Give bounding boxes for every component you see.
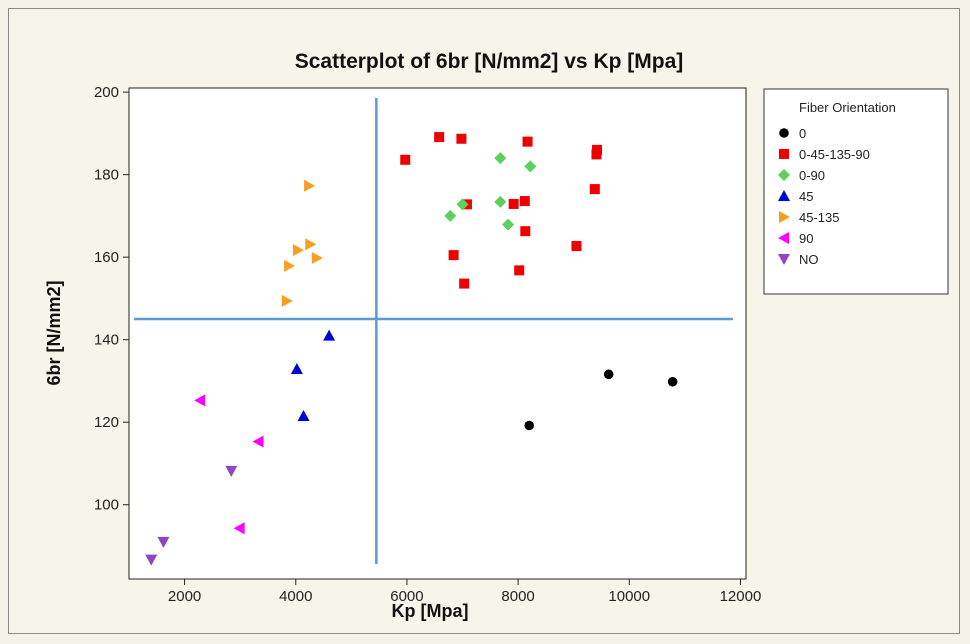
x-tick-label: 12000 xyxy=(720,588,762,605)
y-tick-label: 200 xyxy=(94,84,119,101)
y-axis-label: 6br [N/mm2] xyxy=(44,280,64,385)
data-point xyxy=(494,152,507,165)
data-point xyxy=(284,259,296,272)
data-point xyxy=(157,536,170,548)
data-point xyxy=(459,278,470,289)
chart-frame: Scatterplot of 6br [N/mm2] vs Kp [Mpa] 2… xyxy=(8,8,960,634)
plot-area xyxy=(128,87,747,580)
data-point xyxy=(233,522,245,535)
data-point xyxy=(508,198,519,209)
legend-marker xyxy=(779,149,789,159)
data-point xyxy=(304,179,316,192)
data-point xyxy=(456,133,467,144)
x-axis: 2000 4000 6000 8000 10000 12000 xyxy=(168,579,761,605)
legend-label: NO xyxy=(799,252,819,267)
data-point xyxy=(524,160,537,173)
y-tick-label: 160 xyxy=(94,249,119,266)
data-point xyxy=(400,154,411,165)
data-point xyxy=(448,250,459,261)
legend-label: 90 xyxy=(799,231,813,246)
legend-marker xyxy=(778,169,790,181)
data-point xyxy=(667,376,678,387)
data-point xyxy=(252,435,264,448)
data-point xyxy=(290,362,303,374)
x-tick-label: 4000 xyxy=(279,588,312,605)
data-point xyxy=(571,241,582,252)
data-point xyxy=(281,294,293,307)
x-tick-label: 10000 xyxy=(608,588,650,605)
legend-marker xyxy=(779,128,789,138)
y-axis: 100 120 140 160 180 200 xyxy=(94,84,129,514)
legend: Fiber Orientation 0 0-45-135-90 0-90 45 45-1… xyxy=(763,88,949,295)
legend-marker xyxy=(778,232,789,244)
x-tick-label: 2000 xyxy=(168,588,201,605)
data-point xyxy=(524,420,535,431)
data-point xyxy=(292,244,304,257)
data-point xyxy=(502,218,515,231)
data-point xyxy=(589,184,600,195)
legend-marker xyxy=(778,254,790,265)
data-point xyxy=(444,209,457,222)
y-tick-label: 100 xyxy=(94,497,119,514)
reference-lines xyxy=(134,98,733,564)
legend-label: 45-135 xyxy=(799,210,839,225)
data-point xyxy=(519,196,530,207)
legend-label: 0-90 xyxy=(799,168,825,183)
data-point xyxy=(194,394,206,407)
legend-marker xyxy=(779,211,790,223)
scatterplot-chart: Scatterplot of 6br [N/mm2] vs Kp [Mpa] 2… xyxy=(44,50,949,621)
legend-title: Fiber Orientation xyxy=(799,100,896,115)
chart-title: Scatterplot of 6br [N/mm2] vs Kp [Mpa] xyxy=(295,50,684,73)
data-point xyxy=(603,369,614,380)
x-axis-label: Kp [Mpa] xyxy=(392,601,469,621)
y-tick-label: 180 xyxy=(94,167,119,184)
x-tick-label: 8000 xyxy=(501,588,534,605)
legend-label: 0-45-135-90 xyxy=(799,147,870,162)
legend-label: 0 xyxy=(799,126,806,141)
x-tick-label: 6000 xyxy=(390,588,423,605)
data-point xyxy=(522,136,533,147)
legend-marker xyxy=(778,190,790,201)
legend-box xyxy=(763,88,949,295)
data-point xyxy=(297,410,310,422)
data-point xyxy=(456,198,469,211)
legend-label: 45 xyxy=(799,189,813,204)
y-tick-label: 120 xyxy=(94,414,119,431)
data-point xyxy=(494,195,507,208)
data-point xyxy=(311,251,323,264)
data-points xyxy=(145,132,678,566)
data-point xyxy=(514,265,525,276)
data-point xyxy=(434,132,445,143)
data-point xyxy=(225,465,238,477)
data-point xyxy=(145,554,158,566)
data-point xyxy=(323,329,336,341)
data-point xyxy=(305,238,317,251)
data-point xyxy=(592,144,603,155)
data-point xyxy=(520,226,531,237)
y-tick-label: 140 xyxy=(94,332,119,349)
